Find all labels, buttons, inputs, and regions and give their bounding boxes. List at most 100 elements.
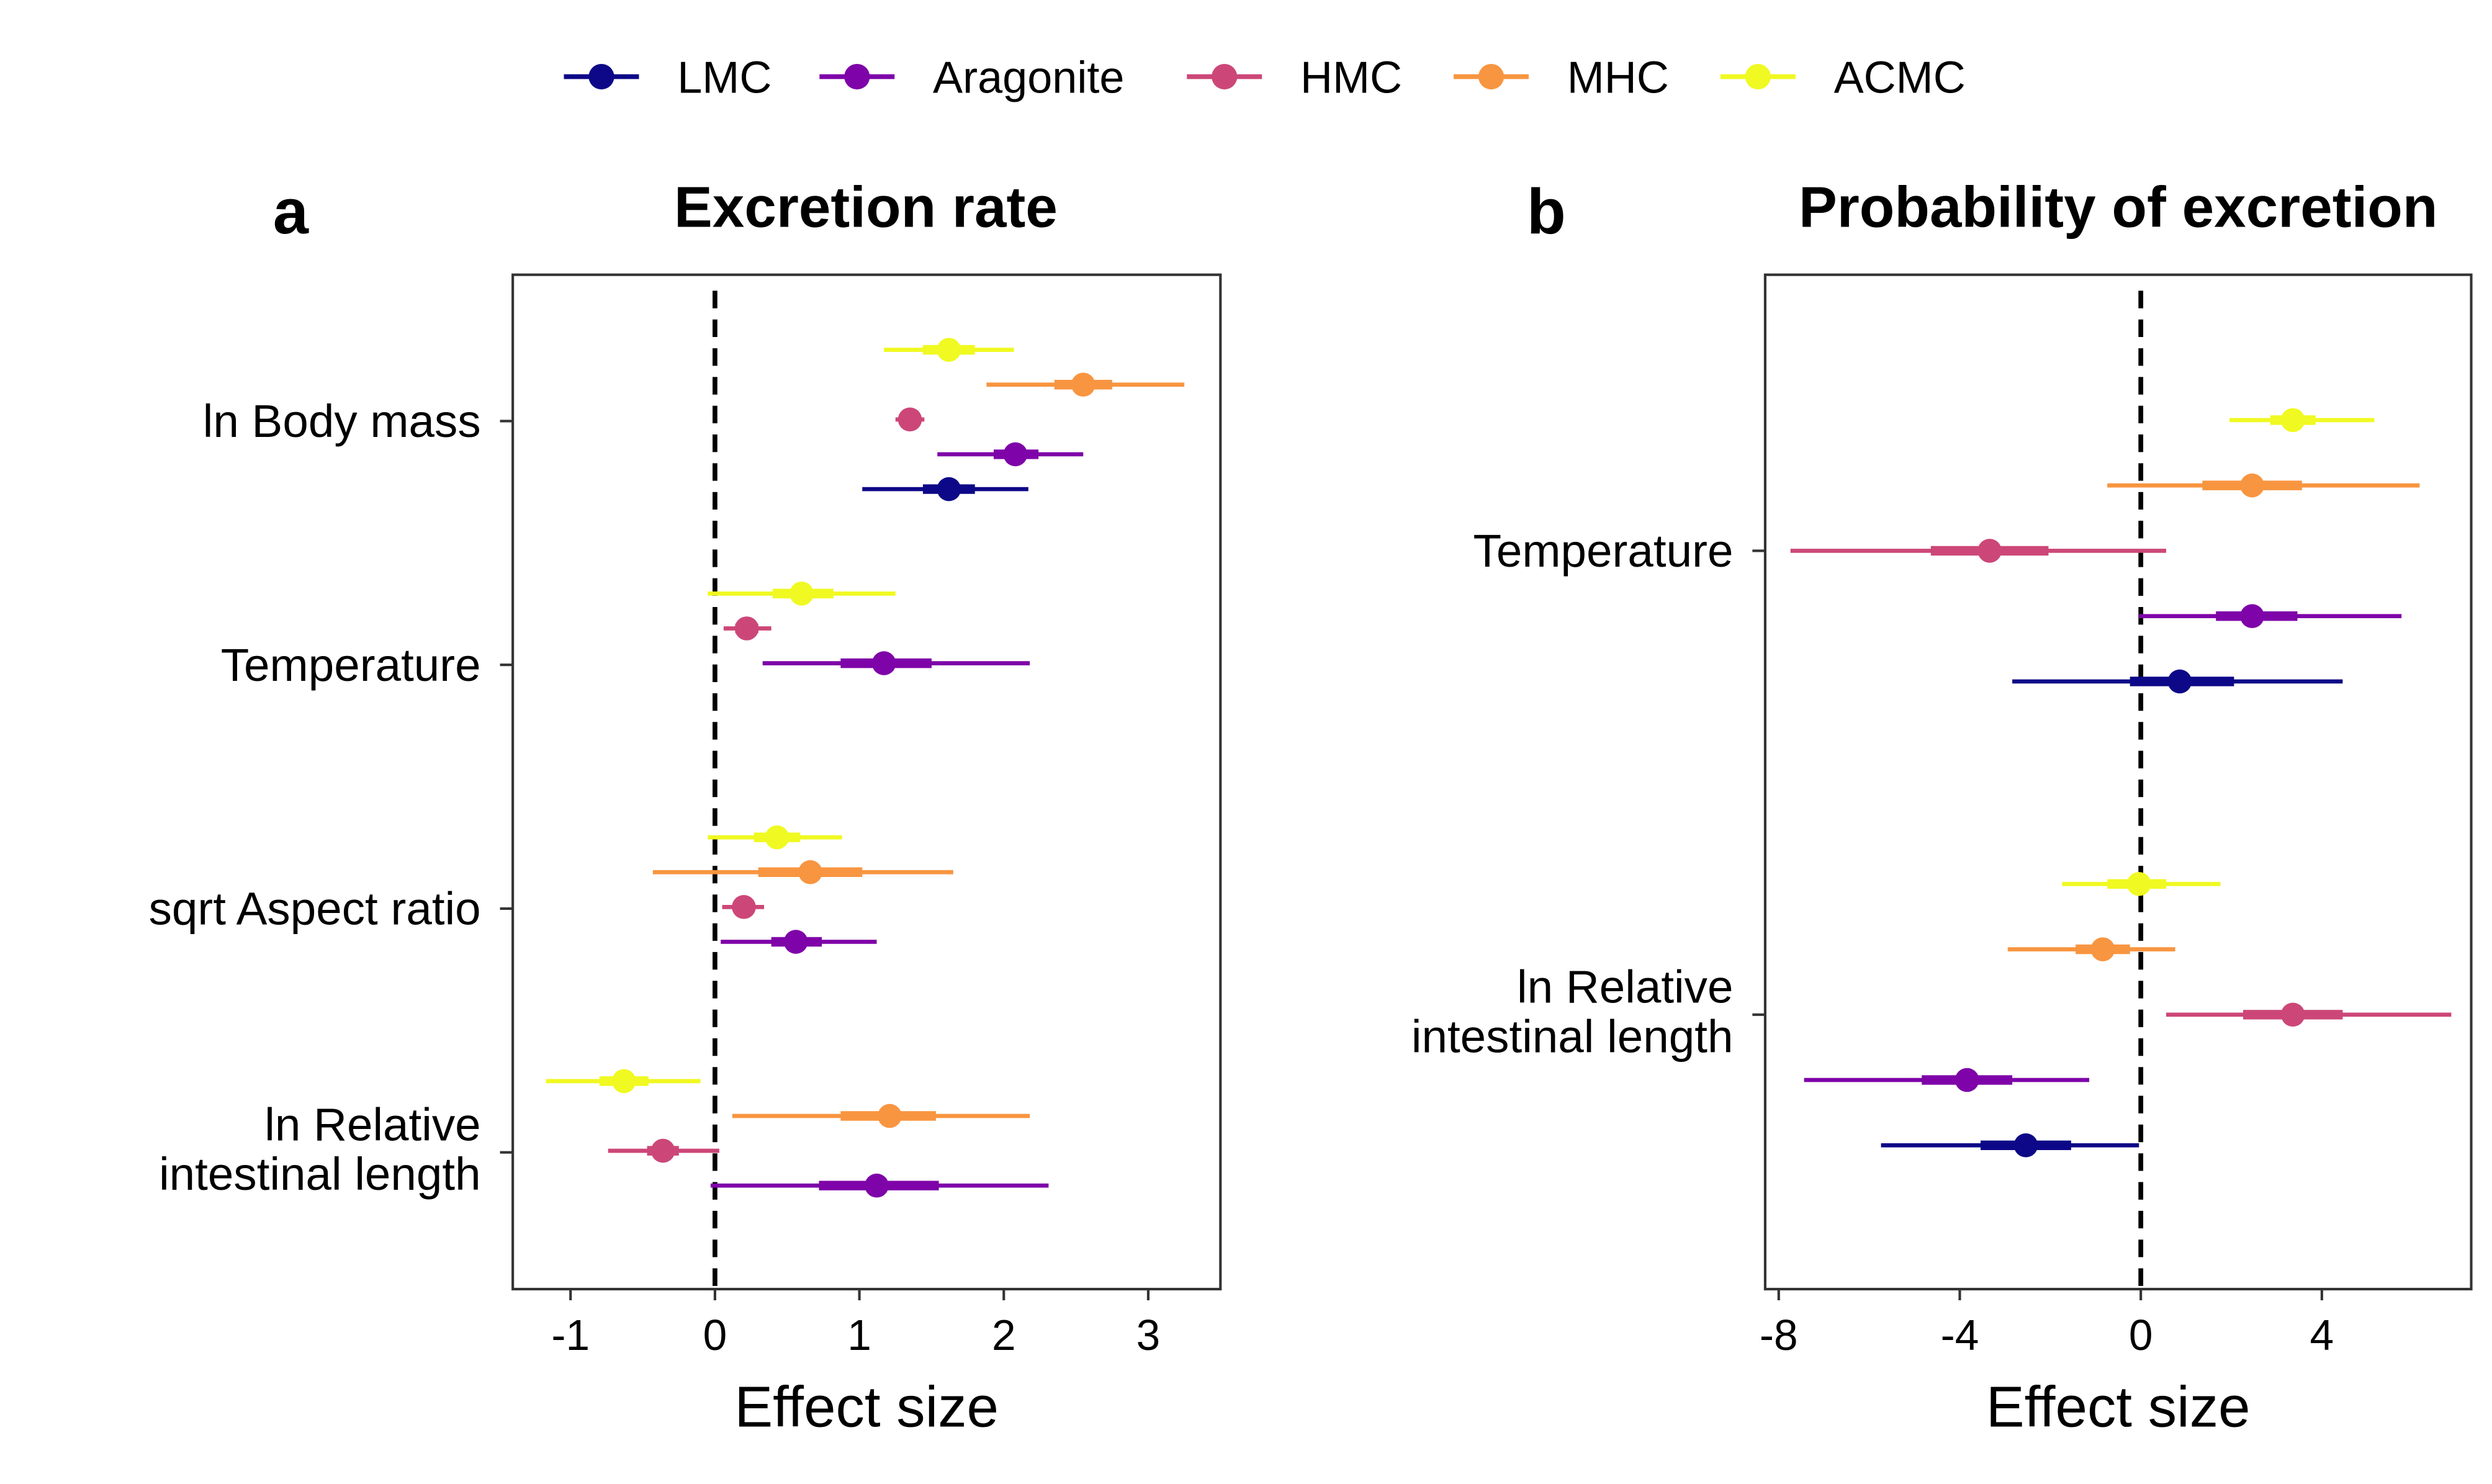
category-sqrt-aspect-ratio (652, 825, 953, 954)
x-tick-label: 4 (2310, 1311, 2334, 1359)
estimate-acmc (708, 582, 896, 606)
point-estimate (765, 825, 789, 850)
point-estimate (2167, 669, 2192, 694)
point-estimate (897, 407, 922, 432)
estimate-aragonite (710, 1173, 1049, 1198)
estimate-acmc (2062, 871, 2221, 896)
legend-label: HMC (1300, 53, 1402, 102)
point-estimate (1977, 539, 2002, 563)
legend-key-point (1745, 63, 1771, 90)
estimate-aragonite (1804, 1068, 2090, 1092)
estimate-lmc (2012, 669, 2343, 694)
point-estimate (2280, 1002, 2305, 1027)
estimate-acmc (708, 825, 842, 850)
estimate-mhc (986, 372, 1185, 397)
category-temperature (708, 582, 1030, 675)
point-estimate (612, 1069, 636, 1094)
estimate-mhc (2007, 937, 2175, 961)
legend-key-point (1212, 63, 1238, 90)
estimate-aragonite (721, 930, 877, 954)
legend-item-mhc: MHC (1454, 53, 1669, 102)
x-tick-label: -8 (1760, 1311, 1798, 1359)
estimate-lmc (862, 477, 1028, 501)
panel-a: Excretion rate a -1 0 1 2 3 Effect size ln Body … (149, 174, 1222, 1439)
legend-label: LMC (677, 53, 771, 102)
estimate-hmc (608, 1138, 719, 1163)
panel-letter: a (273, 176, 309, 247)
legend-item-acmc: ACMC (1720, 53, 1966, 102)
y-category-label: Temperature (221, 639, 481, 691)
plot-frame (1763, 273, 2473, 1291)
estimate-lmc (1881, 1133, 2139, 1158)
point-estimate (2240, 473, 2264, 498)
point-estimate (1954, 1068, 1979, 1092)
category-ln-relative-intestinal-length (1804, 871, 2452, 1158)
x-tick-label: 1 (847, 1311, 871, 1359)
estimate-aragonite (2139, 604, 2402, 628)
point-estimate (783, 930, 808, 954)
panel-title: Excretion rate (674, 174, 1058, 239)
estimate-hmc (895, 407, 925, 432)
estimate-acmc (884, 338, 1014, 362)
estimate-hmc (722, 895, 765, 919)
x-tick-label: 3 (1136, 1311, 1161, 1359)
legend-label: MHC (1567, 53, 1669, 102)
point-estimate (878, 1104, 902, 1128)
legend-label: Aragonite (933, 53, 1124, 102)
estimate-mhc (652, 860, 953, 884)
point-estimate (2126, 871, 2151, 896)
point-estimate (2240, 604, 2264, 628)
x-axis-label: Effect size (734, 1374, 999, 1439)
y-category-label: intestinal length (159, 1148, 481, 1200)
plot-frame (511, 273, 1222, 1291)
x-tick-label: 2 (992, 1311, 1016, 1359)
estimate-acmc (2229, 408, 2375, 433)
point-estimate (865, 1173, 889, 1198)
point-estimate (650, 1138, 675, 1163)
x-tick-label: 0 (2129, 1311, 2153, 1359)
legend: LMC Aragonite HMC MHC ACMC (564, 53, 1966, 102)
legend-item-lmc: LMC (564, 53, 771, 102)
point-estimate (789, 582, 814, 606)
estimate-mhc (732, 1104, 1030, 1128)
point-estimate (1003, 442, 1028, 467)
point-estimate (1071, 372, 1095, 397)
estimate-hmc (1790, 539, 2167, 563)
category-ln-body-mass (862, 338, 1185, 501)
y-category-label: ln Body mass (203, 395, 481, 447)
legend-item-hmc: HMC (1187, 53, 1402, 102)
legend-item-aragonite: Aragonite (819, 53, 1124, 102)
panel-title: Probability of excretion (1799, 174, 2438, 239)
y-category-label: intestinal length (1411, 1010, 1734, 1062)
point-estimate (937, 477, 961, 501)
point-estimate (798, 860, 822, 884)
y-category-label: ln Relative (1517, 960, 1733, 1012)
category-temperature (1790, 408, 2420, 694)
estimate-aragonite (762, 651, 1030, 675)
point-estimate (937, 338, 961, 362)
x-tick-label: -1 (551, 1311, 590, 1359)
estimate-hmc (2166, 1002, 2452, 1027)
estimate-aragonite (937, 442, 1084, 467)
x-tick-label: -4 (1941, 1311, 1979, 1359)
y-category-label: ln Relative (264, 1098, 480, 1150)
legend-key-point (1478, 63, 1505, 90)
x-axis-label: Effect size (1986, 1374, 2251, 1439)
x-tick-label: 0 (703, 1311, 727, 1359)
point-estimate (732, 895, 756, 919)
estimate-hmc (723, 616, 771, 641)
point-estimate (2090, 937, 2115, 961)
estimate-acmc (546, 1069, 701, 1094)
legend-label: ACMC (1834, 53, 1966, 102)
legend-key-point (588, 63, 614, 90)
panel-b: Probability of excretion b -8 -4 0 4 Effect si… (1411, 174, 2473, 1439)
point-estimate (2280, 408, 2305, 433)
point-estimate (734, 616, 759, 641)
category-ln-relative-intestinal-length (546, 1069, 1049, 1198)
point-estimate (871, 651, 896, 675)
estimate-mhc (2107, 473, 2420, 498)
legend-key-point (844, 63, 870, 90)
point-estimate (2013, 1133, 2038, 1158)
